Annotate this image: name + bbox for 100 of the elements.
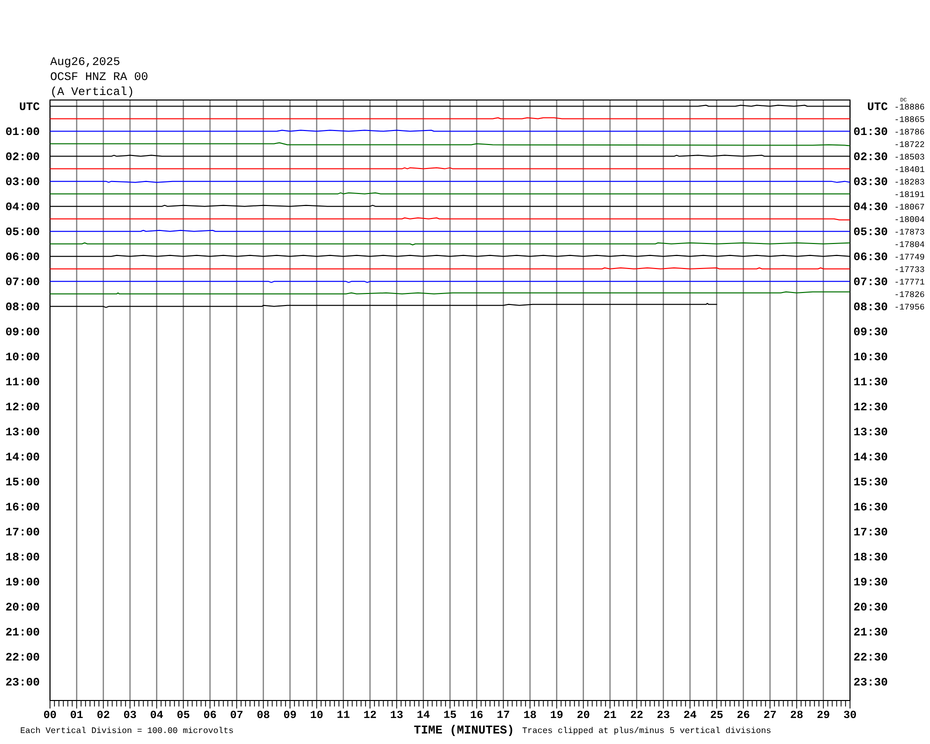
x-tick-label: 08 [257, 710, 270, 718]
y2-tick-label: 23:30 [854, 678, 888, 686]
y2-tick-label: 22:30 [854, 652, 888, 661]
x-tick-label: 06 [204, 710, 216, 718]
y2-tick-label: 12:30 [854, 402, 888, 410]
text: -18067 [896, 204, 924, 210]
text: -17873 [896, 228, 924, 235]
y2-tick-label: 20:30 [854, 602, 888, 611]
x-tick-label: 18 [524, 710, 536, 718]
y-tick-label: 23:00 [6, 678, 40, 686]
y2-tick-label: 19:30 [854, 578, 888, 586]
y2-tick-label: 05:30 [854, 227, 888, 236]
y-tick-label: 04:00 [6, 202, 40, 210]
x-tick-label: 27 [764, 710, 776, 718]
x-tick-label: 09 [284, 710, 296, 718]
text: (A Vertical) [52, 86, 132, 98]
text: -18004 [896, 216, 924, 222]
y-tick-label: 08:00 [6, 302, 40, 310]
text: -18503 [896, 154, 924, 160]
x-tick-label: 23 [657, 710, 670, 718]
y2-tick-label: 01:30 [854, 127, 888, 136]
x-tick-label: 03 [124, 710, 136, 718]
y-tick-label: 21:00 [6, 628, 40, 636]
x-tick-label: 26 [737, 710, 750, 718]
x-tick-label: 04 [150, 710, 163, 718]
y2-tick-label: 08:30 [854, 302, 888, 310]
y-tick-label: 19:00 [6, 578, 40, 586]
y2-tick-label: 13:30 [854, 428, 888, 436]
x-tick-label: 13 [390, 710, 403, 718]
y2-tick-label: 17:30 [854, 528, 888, 536]
chart-subtitle: OCSF HNZ RA 00 [50, 72, 148, 80]
y-tick-label: 17:00 [6, 528, 40, 536]
y-tick-label: 05:00 [6, 227, 40, 236]
x-tick-label: 01 [70, 710, 83, 718]
text: -18191 [896, 191, 924, 198]
y-tick-label: 02:00 [6, 152, 40, 160]
x-tick-label: 07 [230, 710, 243, 718]
text: -17749 [896, 254, 924, 260]
x-tick-label: 16 [470, 710, 483, 718]
text: -17804 [896, 241, 924, 248]
x-tick-label: 30 [844, 710, 856, 718]
y2-tick-label: 02:30 [854, 152, 888, 160]
x-tick-label: 15 [444, 710, 456, 718]
y2-tick-label: 06:30 [854, 252, 888, 260]
x-tick-label: 02 [97, 710, 110, 718]
chart-title: Aug26,2025 [50, 57, 120, 68]
y-tick-label: 16:00 [6, 502, 40, 510]
x-tick-label: 21 [604, 710, 616, 718]
text: -17826 [896, 291, 924, 298]
y2-tick-label: 18:30 [854, 552, 888, 561]
x-tick-label: 14 [417, 710, 430, 718]
y-tick-label: 18:00 [6, 552, 40, 561]
x-tick-label: 05 [177, 710, 190, 718]
y-tick-label: 09:00 [6, 328, 40, 336]
y-tick-label: 15:00 [6, 478, 40, 486]
y-tick-label: 20:00 [6, 602, 40, 611]
y-tick-label: 06:00 [6, 252, 40, 260]
y-tick-label: 10:00 [6, 352, 40, 360]
text: Each Vertical Division = 100.00 microvolts [20, 726, 233, 734]
x-tick-label: 17 [498, 710, 510, 718]
x-tick-label: 12 [364, 710, 376, 718]
y-tick-label: 14:00 [6, 452, 40, 460]
text: -18865 [896, 116, 924, 122]
x-tick-label: 10 [310, 710, 323, 718]
x-tick-label: 00 [44, 710, 56, 718]
x-tick-label: 29 [817, 710, 830, 718]
x-tick-label: 28 [790, 710, 803, 718]
y2-tick-label: 07:30 [854, 278, 888, 286]
x-tick-label: 19 [550, 710, 563, 718]
text: -17733 [896, 266, 924, 272]
y2-tick-label: 21:30 [854, 628, 888, 636]
y-tick-label: 12:00 [6, 402, 40, 410]
text: -18886 [896, 104, 924, 110]
y2-tick-label: 03:30 [854, 177, 888, 186]
y2-tick-label: 16:30 [854, 502, 888, 510]
x-tick-label: 22 [630, 710, 643, 718]
text: -17771 [896, 278, 924, 284]
text: -18401 [896, 166, 924, 172]
y2-tick-label: 10:30 [854, 352, 888, 360]
y2-tick-label: 04:30 [854, 202, 888, 210]
text: -18722 [896, 141, 924, 148]
text: -18283 [896, 178, 924, 185]
y2-tick-label: 09:30 [854, 328, 888, 336]
y-tick-label: 11:00 [6, 378, 40, 386]
x-tick-label: 20 [577, 710, 590, 718]
y-tick-label: 01:00 [6, 127, 40, 136]
y-tick-label: 03:00 [6, 177, 40, 186]
y-tick-label: 07:00 [6, 278, 40, 286]
y2-tick-label: 14:30 [854, 452, 888, 460]
x-tick-label: 25 [710, 710, 723, 718]
y-tick-label: 22:00 [6, 652, 40, 661]
y-tick-label: 13:00 [6, 428, 40, 436]
y2-tick-label: 15:30 [854, 478, 888, 486]
text: -17956 [896, 304, 924, 310]
x-tick-label: 11 [337, 710, 350, 718]
y-tick-label: UTC [20, 102, 40, 110]
text: Traces clipped at plus/minus 5 vertical divisions [522, 726, 770, 735]
y2-tick-label: UTC [868, 102, 888, 110]
x-axis-title: TIME (MINUTES) [414, 724, 512, 736]
x-tick-label: 24 [684, 710, 696, 718]
